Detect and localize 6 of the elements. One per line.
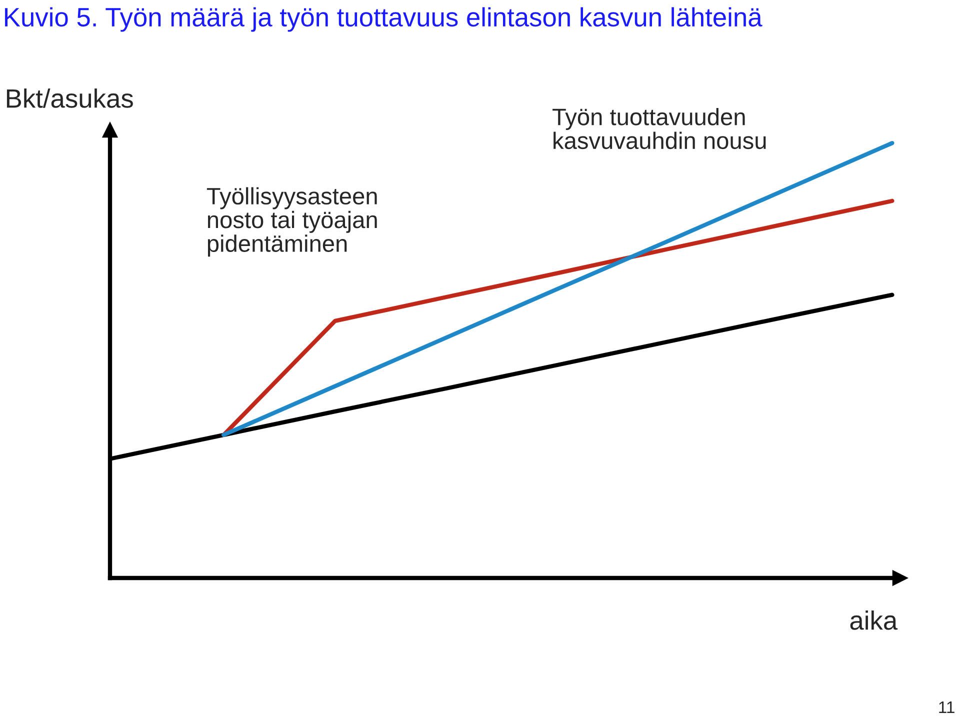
annotation: Työllisyysasteen nosto tai työajan pidentäminen — [206, 187, 377, 257]
y-axis-title: Bkt/asukas — [6, 88, 133, 108]
text: 11 — [939, 701, 954, 713]
chart-title: Kuvio 5. Työn määrä ja työn tuottavuus elintason kasvun lähteinä — [5, 7, 762, 32]
annotation: Työn tuottavuuden kasvuvauhdin nousu — [552, 108, 766, 150]
x-axis-title: aika — [850, 610, 898, 630]
